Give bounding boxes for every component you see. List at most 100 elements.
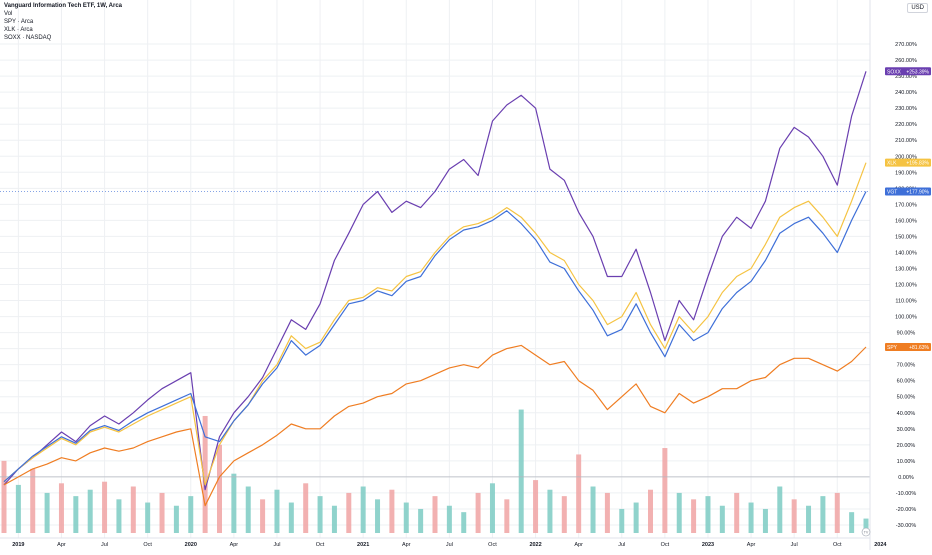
- volume-bar: [489, 483, 495, 533]
- y-tick-label: 100.00%: [895, 315, 917, 321]
- y-tick-label: 120.00%: [895, 283, 917, 289]
- x-tick-label: Jul: [273, 542, 280, 548]
- volume-bar: [403, 502, 409, 533]
- series-line-xlk[interactable]: [3, 162, 867, 486]
- y-tick-label: 250.00%: [895, 74, 917, 80]
- volume-bar: [504, 499, 510, 533]
- volume-bar: [145, 502, 151, 533]
- legend: Vanguard Information Tech ETF, 1W, Arca …: [4, 2, 122, 42]
- volume-bar: [849, 512, 855, 533]
- volume-bar: [705, 496, 711, 533]
- volume-bar: [360, 486, 366, 533]
- volume-bar: [116, 499, 122, 533]
- x-tick-label: Oct: [143, 542, 152, 548]
- y-tick-label: -30.00%: [896, 523, 917, 529]
- legend-vol[interactable]: Vol: [4, 11, 13, 17]
- badge-value: +81.63%: [909, 345, 929, 351]
- y-tick-label: 170.00%: [895, 202, 917, 208]
- volume-bar: [130, 486, 136, 533]
- badge-soxx[interactable]: SOXX +253.39%: [885, 67, 931, 76]
- series-layer: [0, 71, 870, 507]
- volume-bar: [173, 505, 179, 533]
- y-tick-label: 190.00%: [895, 170, 917, 176]
- volume-bar: [260, 499, 266, 533]
- volume-bar: [748, 502, 754, 533]
- grid-layer: [0, 0, 881, 538]
- volume-layer: [1, 409, 869, 533]
- badge-value: +253.39%: [906, 69, 929, 75]
- legend-xlk[interactable]: XLK · Arca: [4, 27, 33, 33]
- y-tick-label: 110.00%: [895, 299, 916, 305]
- logo-circle: [861, 527, 871, 537]
- price-axis-bg: [870, 0, 932, 550]
- volume-bar: [633, 502, 639, 533]
- logo-text: TV: [864, 531, 869, 535]
- y-tick-label: 160.00%: [895, 218, 917, 224]
- badge-value: +195.83%: [906, 161, 929, 167]
- volume-bar: [331, 505, 337, 533]
- volume-bar: [863, 518, 869, 533]
- volume-bar: [762, 508, 768, 533]
- volume-bar: [820, 496, 826, 533]
- volume-bar: [231, 473, 237, 533]
- volume-bar: [274, 489, 280, 533]
- badge-bg: [885, 187, 931, 196]
- legend-spy[interactable]: SPY · Arca: [4, 19, 34, 25]
- x-tick-label: Jul: [791, 542, 798, 548]
- currency-badge[interactable]: USD: [907, 3, 928, 13]
- volume-bar: [317, 496, 323, 533]
- volume-bar: [777, 486, 783, 533]
- badge-spy[interactable]: SPY +81.63%: [885, 343, 931, 352]
- volume-bar: [217, 444, 222, 533]
- x-tick-label: Apr: [230, 542, 239, 548]
- volume-bar: [576, 454, 582, 533]
- volume-bar: [375, 499, 381, 533]
- volume-bar: [346, 492, 352, 533]
- tradingview-logo[interactable]: TV: [861, 527, 871, 537]
- y-tick-label: 200.00%: [895, 154, 917, 160]
- y-tick-label: 130.00%: [895, 266, 917, 272]
- x-tick-label: Oct: [488, 542, 497, 548]
- x-tick-label: Oct: [661, 542, 670, 548]
- y-tick-label: 50.00%: [897, 395, 916, 401]
- volume-bar: [734, 492, 740, 533]
- legend-soxx[interactable]: SOXX · NASDAQ: [4, 35, 52, 41]
- badge-symbol: XLK: [887, 161, 897, 167]
- volume-bar: [418, 508, 424, 533]
- volume-bar: [446, 505, 452, 533]
- x-tick-label: 2022: [529, 542, 541, 548]
- badge-xlk[interactable]: XLK +195.83%: [885, 158, 931, 167]
- chart-title[interactable]: Vanguard Information Tech ETF, 1W, Arca: [4, 3, 123, 9]
- volume-bar: [533, 480, 539, 533]
- volume-bar: [202, 415, 208, 533]
- x-tick-label: Jul: [618, 542, 625, 548]
- y-tick-label: 260.00%: [895, 58, 917, 64]
- volume-bar: [1, 460, 7, 533]
- badge-vgt[interactable]: VGT +177.90%: [885, 187, 931, 196]
- y-tick-label: 20.00%: [897, 443, 916, 449]
- y-tick-label: 90.00%: [897, 331, 916, 337]
- series-line-soxx[interactable]: [3, 71, 867, 491]
- x-tick-label: Apr: [57, 542, 66, 548]
- volume-bar: [288, 502, 294, 533]
- series-line-vgt[interactable]: [3, 191, 867, 483]
- volume-bar: [461, 512, 467, 533]
- badge-symbol: VGT: [887, 190, 897, 196]
- volume-bar: [561, 496, 567, 533]
- badge-layer: SOXX +253.39% XLK +195.83% VGT +177.90% SPY +81…: [885, 67, 931, 352]
- volume-bar: [834, 492, 840, 533]
- series-line-spy[interactable]: [3, 344, 867, 507]
- volume-bar: [432, 496, 438, 533]
- y-tick-label: 70.00%: [897, 363, 916, 369]
- x-tick-label: Apr: [402, 542, 411, 548]
- volume-bar: [389, 489, 395, 533]
- volume-bar: [691, 499, 697, 533]
- volume-bar: [547, 489, 553, 533]
- volume-bar: [188, 496, 194, 533]
- x-tick-label: Oct: [833, 542, 842, 548]
- x-tick-label: 2019: [12, 542, 24, 548]
- x-tick-label: Jul: [101, 542, 108, 548]
